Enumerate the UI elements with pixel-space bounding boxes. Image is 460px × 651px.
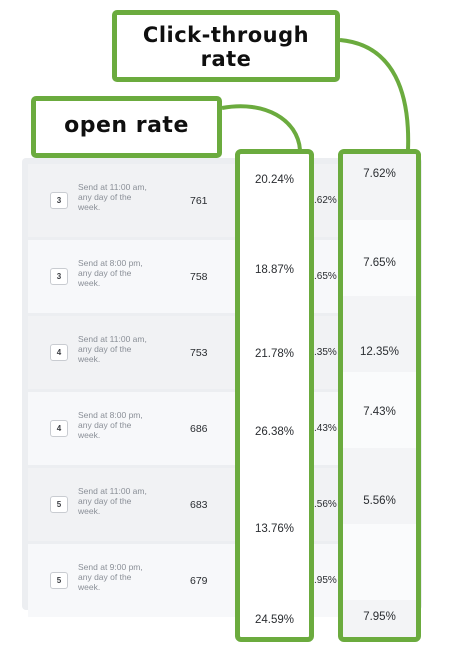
send-time-description: Send at 11:00 am, any day of the week. — [78, 486, 147, 516]
partial-rate-value: .35% — [314, 347, 337, 358]
day-count-badge: 3 — [50, 192, 68, 209]
click-through-rate-value: 7.62% — [363, 168, 396, 180]
open-rate-title: open rate — [64, 113, 189, 138]
open-rate-value: 18.87% — [254, 264, 294, 276]
ctr-connector-line — [339, 38, 411, 151]
partial-rate-value: .56% — [314, 499, 337, 510]
recipient-count: 679 — [190, 575, 208, 587]
click-through-title-line1: Click-through — [142, 23, 310, 47]
click-through-rate-value: 7.65% — [363, 257, 396, 269]
click-through-title-line2: rate — [200, 47, 252, 71]
open-rate-value: 26.38% — [254, 426, 294, 438]
day-count-badge: 4 — [50, 420, 68, 437]
click-through-rate-column: 7.62% 7.65% 12.35% 7.43% 5.56% 7.95% — [338, 149, 421, 642]
column-band — [343, 524, 416, 600]
recipient-count: 686 — [190, 423, 208, 435]
recipient-count: 758 — [190, 271, 208, 283]
column-band — [343, 372, 416, 448]
recipient-count: 683 — [190, 499, 208, 511]
send-time-description: Send at 9:00 pm, any day of the week. — [78, 562, 143, 592]
send-time-description: Send at 8:00 pm, any day of the week. — [78, 258, 143, 288]
partial-rate-value: .43% — [314, 423, 337, 434]
partial-rate-value: .62% — [314, 195, 337, 206]
open-rate-connector-line — [221, 104, 302, 151]
click-through-rate-value: 7.95% — [363, 611, 396, 623]
recipient-count: 761 — [190, 195, 208, 207]
click-through-rate-value: 7.43% — [363, 406, 396, 418]
day-count-badge: 4 — [50, 344, 68, 361]
column-band — [343, 448, 416, 524]
open-rate-value: 20.24% — [254, 174, 294, 186]
partial-rate-value: .65% — [314, 271, 337, 282]
send-time-description: Send at 11:00 am, any day of the week. — [78, 334, 147, 364]
open-rate-value: 21.78% — [254, 348, 294, 360]
click-through-rate-value: 12.35% — [359, 346, 399, 358]
open-rate-value: 24.59% — [254, 614, 294, 626]
click-through-rate-callout: Click-through rate — [112, 10, 340, 82]
column-band — [343, 296, 416, 372]
send-time-description: Send at 11:00 am, any day of the week. — [78, 182, 147, 212]
column-band — [343, 220, 416, 296]
send-time-description: Send at 8:00 pm, any day of the week. — [78, 410, 143, 440]
column-band — [343, 154, 416, 220]
day-count-badge: 3 — [50, 268, 68, 285]
click-through-rate-value: 5.56% — [363, 495, 396, 507]
recipient-count: 753 — [190, 347, 208, 359]
day-count-badge: 5 — [50, 572, 68, 589]
day-count-badge: 5 — [50, 496, 68, 513]
partial-rate-value: .95% — [314, 575, 337, 586]
open-rate-callout: open rate — [31, 96, 222, 158]
column-band — [343, 600, 416, 637]
open-rate-value: 13.76% — [254, 523, 294, 535]
open-rate-column: 20.24% 18.87% 21.78% 26.38% 13.76% 24.59% — [235, 149, 314, 642]
